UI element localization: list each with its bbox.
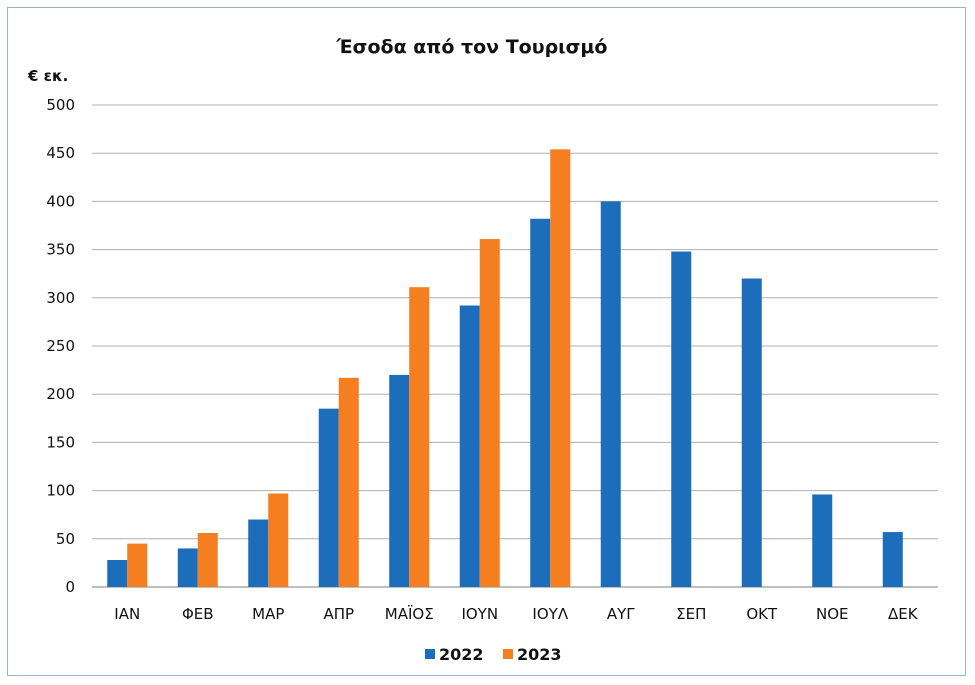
x-tick-label: ΣΕΠ [676, 605, 706, 623]
y-tick-label: 350 [46, 241, 75, 259]
x-tick-labels: ΙΑΝ ΦΕΒ ΜΑΡ ΑΠΡ ΜΑΪΟΣ ΙΟΥΝ ΙΟΥΛ ΑΥΓ ΣΕΠ ΟΚΤ ΝΟΕ ΔΕΚ [114, 604, 918, 623]
chart-title: Έσοδα από τον Τουρισμό [336, 36, 608, 58]
y-axis-label: € εκ. [27, 67, 68, 85]
bar-2022 [248, 519, 269, 587]
x-tick-label: ΜΑΪΟΣ [385, 604, 434, 623]
y-tick-label: 500 [46, 96, 75, 114]
x-tick-label: ΟΚΤ [746, 605, 778, 623]
y-tick-label: 200 [46, 385, 75, 403]
bar-2023 [127, 543, 148, 587]
bar-2023 [197, 533, 218, 587]
bar-2022 [459, 305, 480, 587]
legend: 2022 2023 [425, 645, 562, 664]
x-tick-label: ΑΥΓ [607, 605, 635, 623]
bar-2022 [741, 278, 762, 587]
bar-2023 [268, 493, 289, 587]
bar-2022 [107, 560, 128, 587]
bars [107, 149, 903, 587]
bar-2022 [318, 408, 339, 587]
legend-label-2022: 2022 [439, 645, 484, 664]
bar-2022 [882, 532, 903, 587]
bar-2022 [671, 251, 692, 587]
x-tick-label: ΔΕΚ [888, 605, 919, 623]
bar-2022 [812, 494, 833, 587]
y-tick-label: 450 [46, 144, 75, 162]
bar-2022 [600, 201, 621, 587]
bar-2023 [479, 238, 500, 587]
bar-2023 [338, 377, 359, 587]
x-tick-label: ΙΟΥΝ [461, 605, 498, 623]
bar-2022 [177, 548, 198, 587]
y-tick-label: 250 [46, 337, 75, 355]
legend-label-2023: 2023 [517, 645, 562, 664]
y-tick-label: 0 [65, 578, 75, 596]
legend-swatch-2023 [503, 649, 513, 659]
y-tick-label: 300 [46, 289, 75, 307]
y-tick-label: 50 [56, 530, 75, 548]
x-tick-label: ΑΠΡ [323, 605, 354, 623]
y-tick-label: 400 [46, 192, 75, 210]
y-tick-labels: 0 50 100 150 200 250 300 350 400 450 500 [46, 96, 75, 596]
bar-2022 [530, 218, 551, 587]
x-tick-label: ΙΟΥΛ [532, 605, 568, 623]
legend-swatch-2022 [425, 649, 435, 659]
bar-2022 [389, 374, 410, 587]
x-tick-label: ΜΑΡ [252, 605, 284, 623]
y-tick-label: 100 [46, 482, 75, 500]
x-tick-label: ΝΟΕ [816, 605, 849, 623]
gridlines [92, 104, 938, 588]
bar-2023 [550, 149, 571, 587]
y-tick-label: 150 [46, 433, 75, 451]
x-tick-label: ΦΕΒ [182, 605, 214, 623]
bar-2023 [409, 287, 430, 587]
x-tick-label: ΙΑΝ [114, 605, 140, 623]
